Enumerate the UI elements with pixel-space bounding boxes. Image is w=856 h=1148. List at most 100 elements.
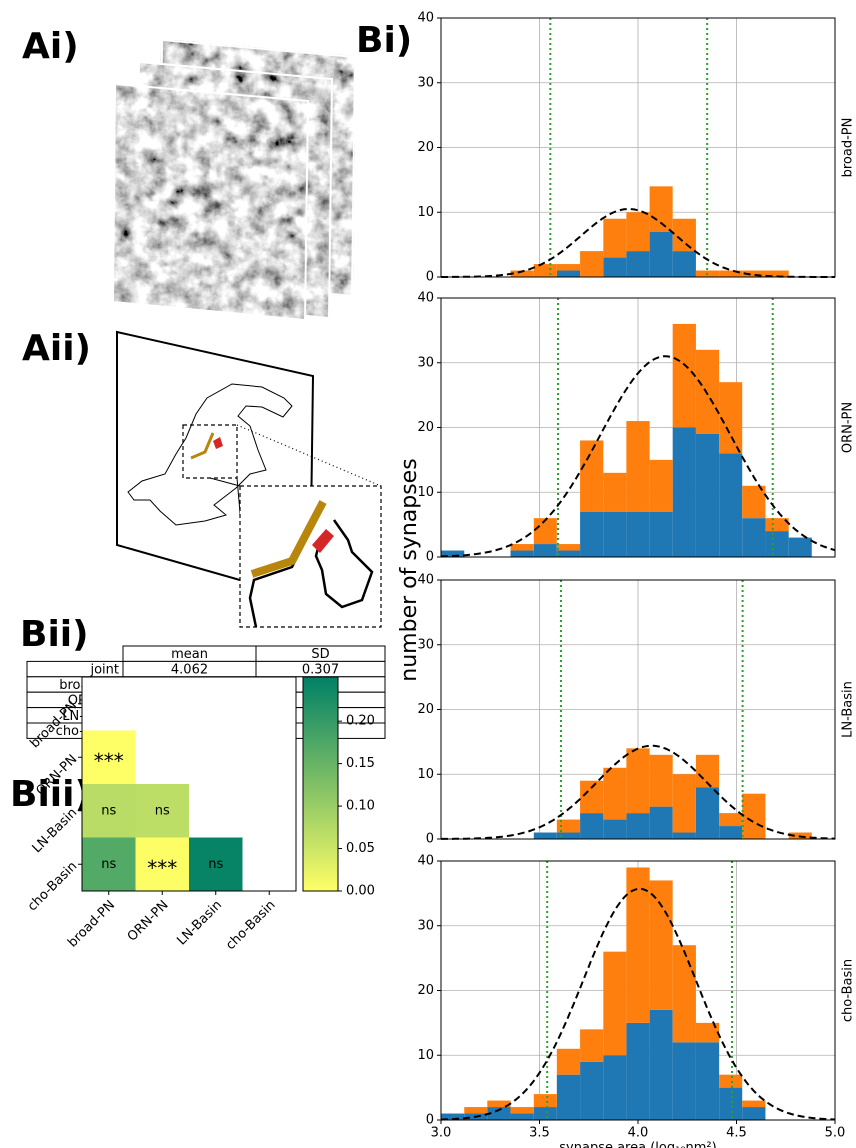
em-edge (111, 82, 310, 322)
histogram-bar (603, 511, 627, 557)
cell-label: ns (208, 857, 223, 872)
histogram-bar (626, 251, 650, 277)
histogram-bar (649, 1009, 673, 1120)
em-section (113, 84, 308, 320)
y-tick-label: 0 (426, 270, 434, 285)
y-tick-label: 10 (417, 767, 434, 782)
fit-curve (440, 355, 836, 558)
cell-label: ns (101, 857, 116, 872)
histogram-bar (695, 787, 720, 839)
x-tick-label: broad-PN (65, 898, 118, 951)
histogram-bar (533, 832, 557, 839)
plot-frame (440, 297, 836, 558)
heatmap-frame (81, 676, 297, 892)
heatmap-cell (82, 730, 136, 784)
y-tick-label: 10 (417, 205, 434, 220)
heatmap-cell (189, 837, 243, 891)
synaptic-cleft (213, 437, 223, 449)
histogram-bar (580, 251, 604, 277)
table-header: mean (171, 647, 208, 662)
x-tick-label: 4.5 (726, 1126, 747, 1141)
y-tick-label: 20 (417, 983, 434, 998)
histogram-bar (603, 257, 627, 277)
colorbar-tick-label: 0.20 (346, 714, 375, 729)
histogram-bar (556, 550, 581, 557)
histogram-panel: 0 10 20 30 40 LN-Basin (417, 573, 855, 847)
plot-frame (440, 579, 836, 840)
histogram-bar (580, 440, 604, 512)
histogram-bar (626, 212, 650, 252)
histogram-bar (626, 511, 650, 557)
histogram-bar (649, 511, 673, 557)
plot-frame (440, 860, 836, 1121)
y-tick-label: 20 (417, 140, 434, 155)
table-header: SD (311, 647, 329, 662)
panel-label: Biii) (10, 774, 91, 815)
histogram-bar (626, 421, 650, 512)
x-tick-label: LN-Basin (174, 898, 225, 949)
histogram-bar (626, 813, 650, 839)
cell-label: *** (147, 856, 177, 880)
histogram-bar (695, 349, 720, 434)
histogram-bar (580, 511, 604, 557)
x-tick-label: 4.0 (628, 1126, 649, 1141)
colorbar-tick-label: 0.05 (346, 841, 375, 856)
histogram-bar (672, 218, 696, 252)
neuron-outline (127, 383, 293, 526)
y-tick-label: 30 (417, 637, 434, 652)
histogram-bar (719, 1087, 743, 1120)
synapse-diagram (116, 330, 382, 628)
histogram-bar (441, 1113, 465, 1120)
panel-label: Ai) (22, 26, 79, 67)
y-tick-label: 0 (426, 550, 434, 565)
inset-postsynaptic (250, 500, 327, 578)
histogram-bar (533, 518, 557, 545)
y-tick-label: 30 (417, 355, 434, 370)
histogram-bar (626, 1022, 650, 1120)
histogram-bar (672, 832, 696, 839)
histogram-bar (510, 1113, 534, 1120)
histogram-bar (649, 806, 673, 839)
y-tick-label: 40 (417, 854, 434, 869)
histogram-bar (533, 544, 557, 557)
x-tick-label: 3.0 (431, 1126, 452, 1141)
postsynaptic-membrane (190, 432, 215, 460)
y-tick-label: 20 (417, 702, 434, 717)
histogram-bar (649, 880, 673, 1010)
histogram-bar (649, 231, 673, 277)
y-tick-label: cho-Basin (25, 859, 80, 914)
y-tick-label: 40 (417, 11, 434, 26)
histogram-bar (487, 1107, 511, 1120)
panel-label: Aii) (22, 328, 91, 369)
panel-side-label: LN-Basin (841, 681, 856, 738)
x-tick-label: 3.5 (529, 1126, 550, 1141)
histogram-bar (603, 819, 627, 839)
x-axis-label: synapse area (log₁₀nm²) (559, 1141, 716, 1148)
histogram-bar (556, 819, 581, 833)
y-tick-label: 10 (417, 1048, 434, 1063)
histogram-bar (533, 1094, 557, 1108)
panel-side-label: cho-Basin (841, 959, 856, 1022)
heatmap-cell (82, 837, 136, 891)
panel-side-label: ORN-PN (841, 402, 856, 453)
inset-box (239, 485, 382, 628)
table-value: 0.307 (302, 663, 339, 678)
histogram-bar (672, 427, 696, 557)
histogram-bar (533, 1107, 557, 1120)
histogram-bar (603, 767, 627, 820)
histogram-bar (719, 813, 743, 827)
histogram-bar (742, 485, 766, 519)
histogram-bar (626, 867, 650, 1023)
histogram-bar (510, 1107, 534, 1114)
histogram-bar (672, 251, 696, 277)
x-tick-label: 5.0 (825, 1126, 846, 1141)
table-value: 4.062 (171, 663, 208, 678)
histogram-bar (719, 453, 743, 557)
em-stack (111, 38, 357, 322)
panel-label: Bii) (20, 614, 89, 655)
histogram-bar (580, 780, 604, 814)
histogram-bar (510, 550, 534, 557)
histogram-bar (672, 945, 696, 1043)
y-axis-label: number of synapses (397, 458, 422, 681)
